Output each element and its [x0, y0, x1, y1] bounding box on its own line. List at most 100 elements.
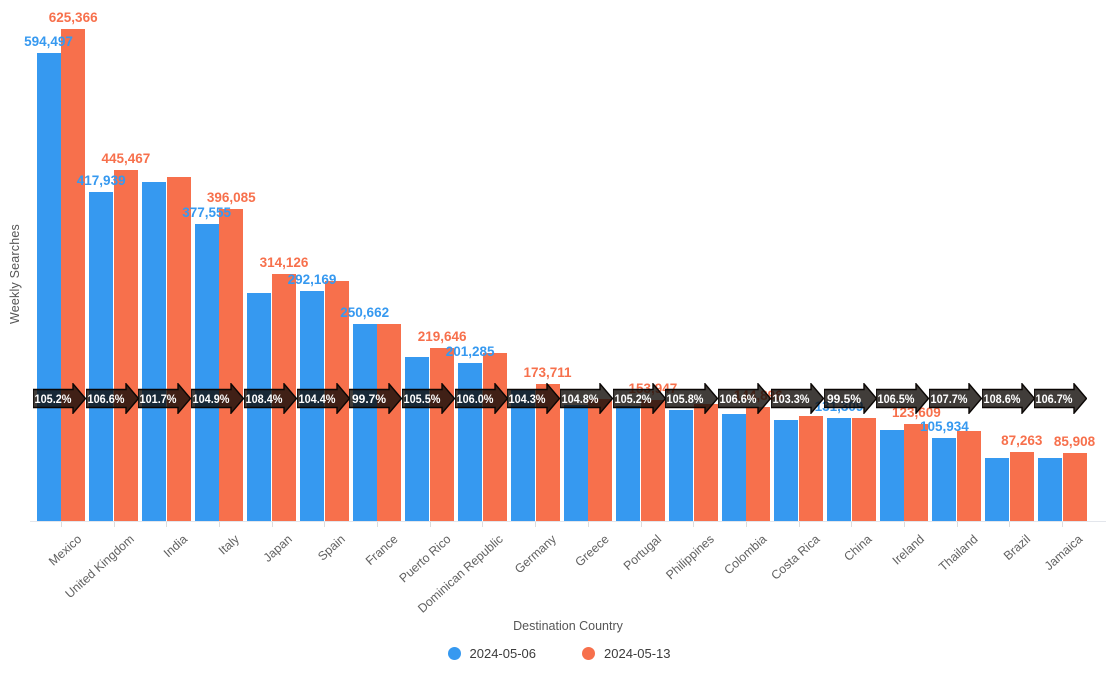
x-tick-mark [429, 522, 431, 527]
x-tick-mark [113, 522, 115, 527]
bar-value-label-brazil-2024-05-13: 87,263 [1001, 433, 1043, 448]
bar-portugal-2024-05-06[interactable] [616, 406, 641, 521]
x-tick-mark [482, 522, 484, 527]
arrow-icon [928, 383, 982, 414]
arrow-icon [770, 383, 824, 414]
bar-thailand-2024-05-06[interactable] [932, 438, 957, 521]
growth-percent-label: 99.7% [352, 392, 386, 406]
x-tick-label-ireland: Ireland [890, 532, 928, 568]
bar-france-2024-05-13[interactable] [377, 324, 402, 521]
legend-item-2024-05-13[interactable]: 2024-05-13 [582, 646, 671, 661]
growth-percent-label: 99.5% [826, 392, 860, 406]
x-tick-label-china: China [841, 532, 875, 564]
x-tick-label-brazil: Brazil [1000, 532, 1033, 563]
growth-arrow-badge-mexico: 105.2% [33, 383, 86, 414]
arrow-icon [981, 383, 1035, 414]
bar-value-label-mexico-2024-05-06: 594,497 [24, 34, 73, 49]
bar-colombia-2024-05-06[interactable] [721, 414, 746, 521]
arrow-icon [349, 383, 403, 414]
growth-arrow-badge-japan: 108.4% [243, 383, 297, 414]
x-tick-mark [377, 522, 379, 527]
bar-dominican-republic-2024-05-13[interactable] [482, 353, 507, 521]
arrow-icon [191, 383, 245, 414]
growth-percent-label: 103.3% [772, 392, 809, 406]
x-tick-label-greece: Greece [571, 532, 612, 570]
bar-value-label-italy-2024-05-13: 396,085 [206, 190, 256, 205]
growth-arrow-badge-china: 99.5% [823, 383, 877, 414]
growth-percent-label: 106.5% [878, 392, 915, 406]
legend-label: 2024-05-13 [604, 646, 671, 661]
bar-value-label-united-kingdom-2024-05-06: 417,939 [76, 173, 126, 188]
x-tick-mark [904, 522, 906, 527]
bar-colombia-2024-05-13[interactable] [746, 407, 771, 521]
bar-puerto-rico-2024-05-06[interactable] [405, 357, 430, 521]
bar-ireland-2024-05-13[interactable] [904, 424, 929, 521]
arrow-icon [876, 383, 930, 414]
legend: 2024-05-06 2024-05-13 [0, 646, 1118, 661]
bar-portugal-2024-05-13[interactable] [640, 400, 665, 521]
bar-france-2024-05-06[interactable] [352, 324, 377, 521]
bar-jamaica-2024-05-13[interactable] [1062, 453, 1087, 521]
bar-costa-rica-2024-05-13[interactable] [799, 416, 823, 521]
x-tick-mark [587, 522, 589, 527]
growth-percent-label: 105.2% [614, 392, 651, 406]
bar-united-kingdom-2024-05-13[interactable] [113, 170, 138, 521]
growth-arrow-badge-ireland: 106.5% [876, 383, 930, 414]
bar-united-kingdom-2024-05-06[interactable] [89, 192, 114, 521]
growth-arrow-badge-dominican-republic: 106.0% [454, 383, 508, 414]
bar-india-2024-05-13[interactable] [166, 177, 191, 521]
x-tick-mark [218, 522, 220, 527]
x-tick-label-costa-rica: Costa Rica [767, 532, 823, 583]
bar-mexico-2024-05-13[interactable] [61, 29, 86, 521]
legend-label: 2024-05-06 [469, 646, 537, 661]
bar-brazil-2024-05-06[interactable] [985, 458, 1010, 521]
growth-percent-label: 106.7% [1036, 392, 1073, 406]
bar-india-2024-05-06[interactable] [141, 182, 166, 521]
bar-germany-2024-05-06[interactable] [510, 390, 535, 521]
arrow-icon [401, 383, 455, 414]
bar-value-label-thailand-2024-05-06: 105,934 [919, 419, 969, 434]
bar-costa-rica-2024-05-06[interactable] [774, 420, 799, 521]
growth-arrow-badge-france: 99.7% [349, 383, 403, 414]
growth-arrow-badge-italy: 104.9% [191, 383, 245, 414]
bar-philippines-2024-05-13[interactable] [693, 404, 718, 521]
bar-italy-2024-05-06[interactable] [194, 224, 219, 521]
growth-percent-label: 104.8% [562, 392, 599, 406]
growth-percent-label: 107.7% [930, 392, 967, 406]
bar-mexico-2024-05-06[interactable] [36, 53, 61, 521]
growth-arrow-badge-costa-rica: 103.3% [770, 383, 824, 414]
growth-percent-label: 105.5% [403, 392, 440, 406]
growth-arrow-badge-india: 101.7% [138, 383, 192, 414]
growth-arrow-badge-portugal: 105.2% [612, 383, 666, 414]
bar-italy-2024-05-13[interactable] [219, 209, 244, 521]
arrow-icon [33, 383, 86, 414]
growth-percent-label: 105.2% [35, 392, 72, 406]
arrow-icon [243, 383, 297, 414]
bar-ireland-2024-05-06[interactable] [879, 430, 904, 521]
arrow-icon [823, 383, 877, 414]
bar-philippines-2024-05-06[interactable] [668, 410, 693, 521]
bar-china-2024-05-13[interactable] [851, 418, 876, 521]
bar-china-2024-05-06[interactable] [827, 418, 851, 521]
x-axis-title: Destination Country [513, 619, 623, 633]
bar-brazil-2024-05-13[interactable] [1009, 452, 1034, 521]
bar-jamaica-2024-05-06[interactable] [1037, 458, 1062, 521]
bar-value-label-germany-2024-05-13: 173,711 [523, 365, 572, 380]
x-tick-label-mexico: Mexico [45, 532, 85, 569]
legend-item-2024-05-06[interactable]: 2024-05-06 [447, 646, 537, 661]
x-axis-line [30, 521, 1106, 522]
x-tick-label-spain: Spain [314, 532, 348, 564]
bar-greece-2024-05-13[interactable] [588, 399, 613, 521]
x-tick-mark [745, 522, 747, 527]
bar-value-label-jamaica-2024-05-13: 85,908 [1053, 434, 1096, 449]
bar-thailand-2024-05-13[interactable] [957, 431, 982, 521]
x-tick-mark [693, 522, 695, 527]
bar-puerto-rico-2024-05-13[interactable] [430, 348, 455, 521]
bar-value-label-puerto-rico-2024-05-13: 219,646 [417, 329, 467, 344]
bar-greece-2024-05-06[interactable] [563, 405, 588, 521]
growth-arrow-badge-thailand: 107.7% [928, 383, 982, 414]
x-tick-mark [851, 522, 853, 527]
growth-percent-label: 104.3% [509, 392, 546, 406]
growth-percent-label: 104.4% [298, 392, 335, 406]
x-tick-label-portugal: Portugal [620, 532, 664, 574]
